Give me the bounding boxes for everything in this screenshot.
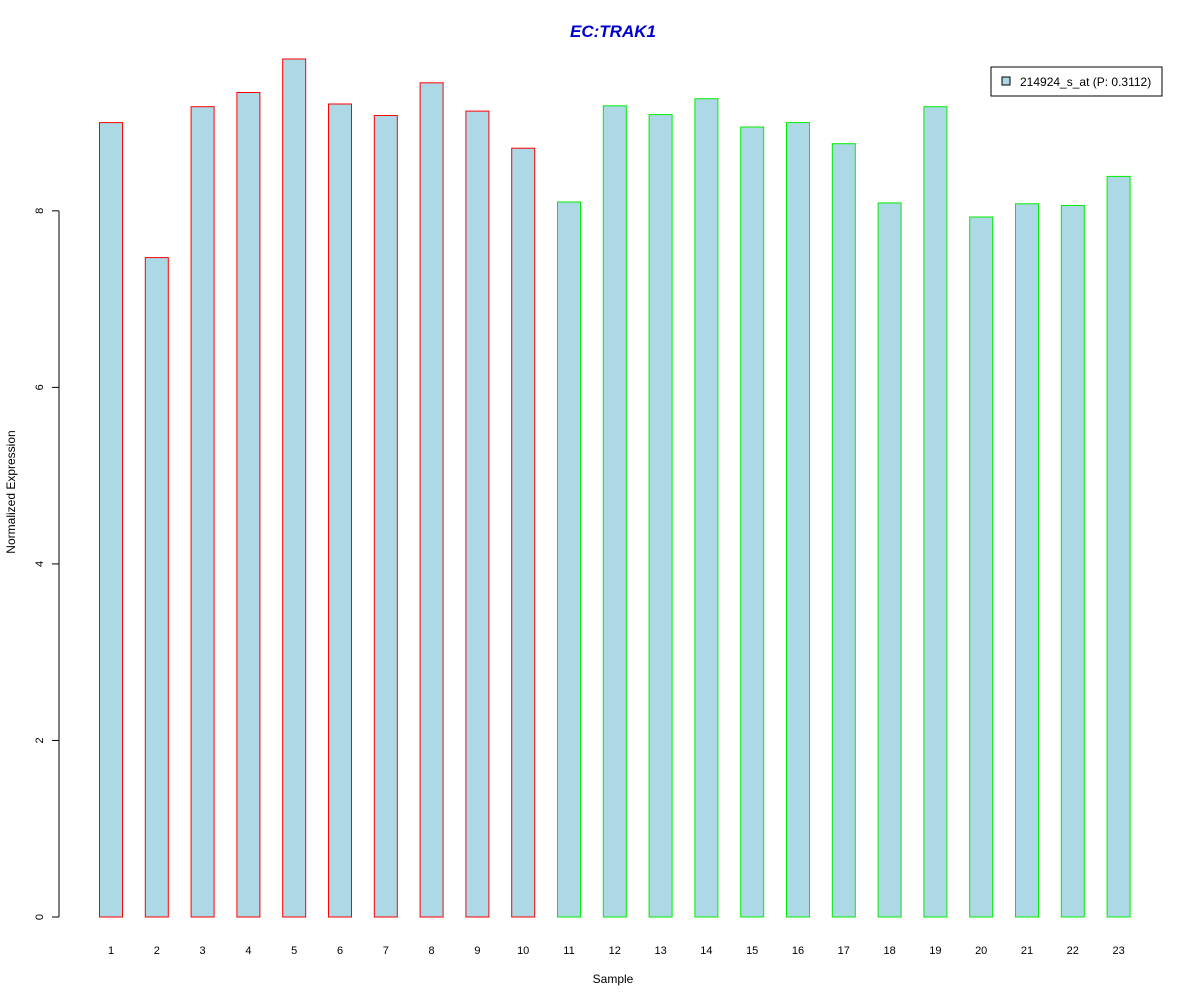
bar-sample-8 (419, 82, 444, 918)
y-tick-label: 2 (34, 737, 46, 743)
bar-sample-11 (557, 201, 581, 918)
x-tick-label: 4 (245, 945, 251, 957)
x-tick-label: 22 (1067, 945, 1079, 957)
y-tick-label: 4 (34, 561, 46, 567)
y-tick-label: 0 (34, 914, 46, 920)
bar-sample-18 (877, 202, 902, 918)
chart-title: EC:TRAK1 (570, 22, 656, 41)
x-tick-label: 19 (929, 945, 941, 957)
bar-sample-7 (373, 115, 398, 918)
bar-sample-20 (969, 216, 994, 918)
bar-sample-1 (99, 122, 123, 918)
x-tick-label: 7 (383, 945, 389, 957)
bar-sample-4 (236, 92, 261, 918)
y-axis-label: Normalized Expression (4, 430, 18, 553)
legend-label: 214924_s_at (P: 0.3112) (1020, 75, 1151, 89)
x-tick-label: 5 (291, 945, 297, 957)
bar-sample-16 (786, 122, 810, 918)
x-tick-label: 13 (654, 945, 666, 957)
x-tick-label: 15 (746, 945, 758, 957)
bar-sample-3 (190, 106, 215, 918)
x-tick-label: 6 (337, 945, 343, 957)
bar-sample-2 (144, 257, 169, 918)
bar-sample-22 (1060, 205, 1085, 918)
y-axis: 0 2 4 6 8 (34, 208, 60, 920)
x-tick-label: 9 (474, 945, 480, 957)
y-tick-label: 6 (34, 384, 46, 390)
x-tick-labels: 1 2 3 4 5 6 7 8 9 10 11 12 13 14 15 16 17 18 19 20 21 22 23 (108, 945, 1125, 957)
bar-sample-17 (831, 143, 856, 918)
x-tick-label: 17 (838, 945, 850, 957)
x-axis-label: Sample (593, 972, 634, 986)
bar-sample-6 (328, 103, 352, 918)
x-tick-label: 23 (1112, 945, 1124, 957)
legend: 214924_s_at (P: 0.3112) (990, 66, 1163, 97)
x-tick-label: 20 (975, 945, 987, 957)
x-tick-label: 11 (563, 945, 574, 957)
bar-sample-21 (1015, 203, 1039, 918)
x-tick-label: 18 (883, 945, 895, 957)
x-tick-label: 1 (108, 945, 114, 957)
x-tick-label: 14 (700, 945, 712, 957)
x-tick-label: 12 (609, 945, 621, 957)
legend-box (990, 66, 1163, 97)
bar-sample-5 (282, 58, 307, 918)
bar-sample-10 (511, 147, 536, 918)
bars-group (99, 58, 1131, 918)
x-tick-label: 21 (1021, 945, 1033, 957)
bar-sample-12 (602, 105, 627, 918)
x-tick-label: 3 (200, 945, 206, 957)
x-tick-label: 8 (429, 945, 435, 957)
x-tick-label: 16 (792, 945, 804, 957)
bar-sample-19 (923, 106, 948, 918)
bar-sample-13 (648, 114, 673, 918)
x-tick-label: 10 (517, 945, 529, 957)
legend-swatch (1001, 76, 1011, 86)
bar-sample-9 (465, 110, 490, 918)
x-tick-label: 2 (154, 945, 160, 957)
bar-sample-23 (1106, 175, 1131, 918)
bar-sample-14 (694, 98, 719, 918)
bar-sample-15 (740, 126, 765, 918)
y-tick-label: 8 (34, 208, 46, 214)
